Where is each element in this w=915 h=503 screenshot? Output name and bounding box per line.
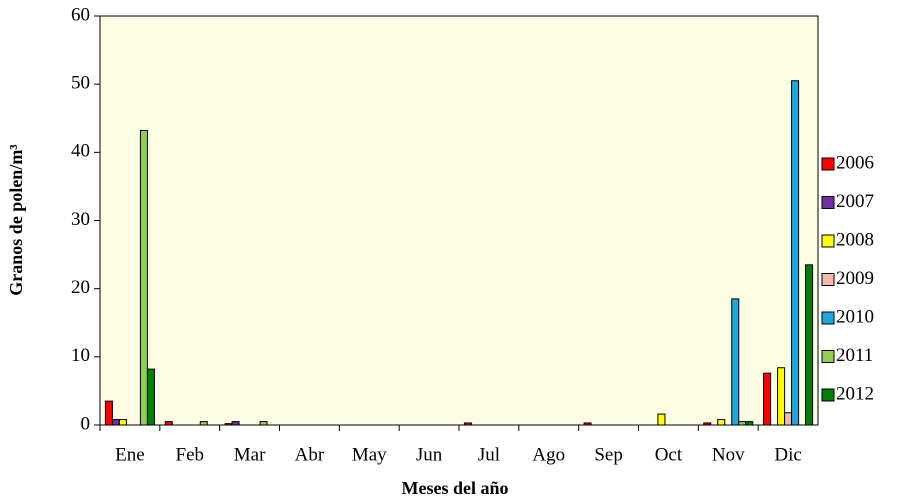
x-tick-label: Jun bbox=[416, 444, 443, 465]
x-tick-label: Jul bbox=[478, 444, 500, 465]
x-tick-label: Nov bbox=[712, 444, 745, 465]
legend-label: 2008 bbox=[836, 229, 874, 250]
y-axis-title: Granos de polen/m³ bbox=[6, 144, 26, 296]
legend-label: 2007 bbox=[836, 191, 874, 212]
legend-swatch bbox=[821, 311, 835, 325]
x-tick-label: Feb bbox=[176, 444, 205, 465]
legend-swatch bbox=[821, 196, 835, 209]
bar bbox=[583, 422, 592, 426]
y-tick-label: 50 bbox=[71, 73, 90, 94]
y-tick-label: 30 bbox=[71, 209, 90, 230]
legend-label: 2011 bbox=[836, 345, 873, 366]
bar bbox=[118, 419, 127, 426]
x-tick-label: Sep bbox=[594, 444, 623, 465]
legend-swatch bbox=[821, 234, 835, 248]
x-tick-label: Ene bbox=[115, 444, 145, 465]
legend-swatch bbox=[821, 157, 835, 171]
bar bbox=[791, 80, 800, 426]
bar bbox=[784, 412, 793, 426]
y-tick-label: 10 bbox=[71, 345, 90, 366]
x-tick-label: Abr bbox=[295, 444, 325, 465]
bar bbox=[164, 421, 173, 426]
legend-label: 2012 bbox=[836, 383, 874, 404]
x-tick-label: Ago bbox=[532, 444, 565, 465]
x-axis-title: Meses del año bbox=[402, 478, 509, 498]
bar bbox=[139, 130, 148, 426]
bar bbox=[224, 423, 233, 426]
legend-label: 2009 bbox=[836, 268, 874, 289]
bar bbox=[104, 400, 113, 426]
bar bbox=[745, 421, 754, 426]
y-tick-label: 60 bbox=[71, 4, 90, 25]
x-tick-label: Oct bbox=[655, 444, 683, 465]
plot-area bbox=[99, 15, 819, 426]
legend-label: 2010 bbox=[836, 306, 874, 327]
y-tick-label: 40 bbox=[71, 141, 90, 162]
bar bbox=[231, 421, 240, 426]
y-tick-label: 20 bbox=[71, 277, 90, 298]
bar bbox=[731, 298, 740, 426]
legend-label: 2006 bbox=[836, 152, 874, 173]
bar bbox=[111, 419, 120, 426]
bar bbox=[805, 264, 814, 426]
x-tick-label: May bbox=[352, 444, 387, 465]
legend-swatch bbox=[821, 388, 835, 402]
x-tick-label: Mar bbox=[234, 444, 266, 465]
bar bbox=[777, 367, 786, 426]
bar bbox=[199, 421, 208, 426]
bar bbox=[463, 422, 472, 426]
legend-swatch bbox=[821, 273, 835, 286]
bar bbox=[146, 368, 155, 426]
bar bbox=[738, 421, 747, 426]
x-tick-label: Dic bbox=[774, 444, 801, 465]
bar bbox=[259, 421, 268, 426]
bar bbox=[763, 372, 772, 426]
bar bbox=[657, 413, 666, 426]
bar bbox=[703, 422, 712, 426]
bar bbox=[717, 419, 726, 426]
y-tick-label: 0 bbox=[81, 413, 91, 434]
legend-swatch bbox=[821, 350, 835, 363]
